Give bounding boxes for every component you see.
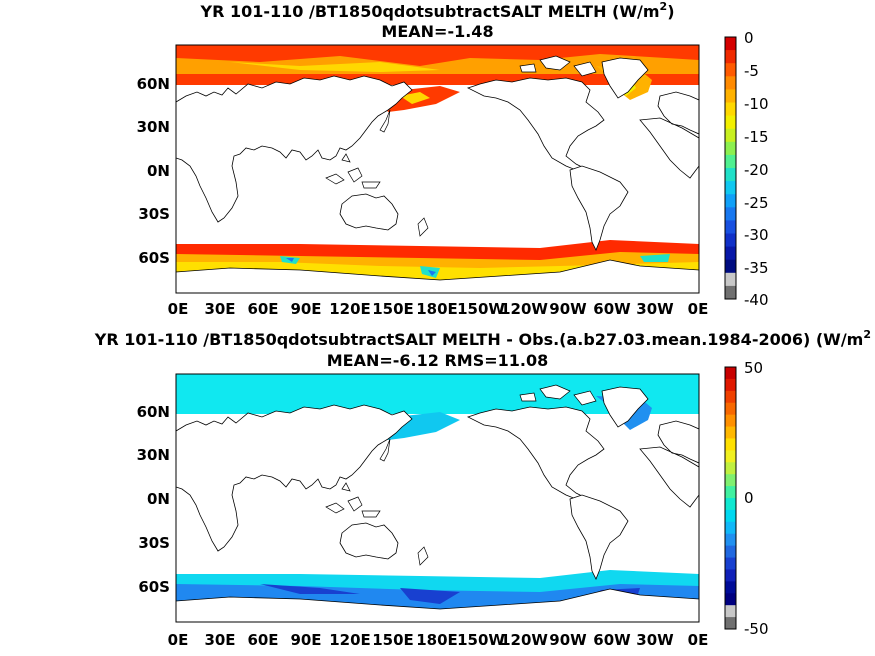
bottom-map [176, 374, 699, 622]
colorbar-swatch [725, 521, 736, 535]
colorbar-swatch [725, 233, 736, 248]
colorbar-swatch [725, 545, 736, 559]
colorbar-swatch [725, 367, 736, 380]
colorbar-swatch [725, 581, 736, 594]
colorbar-label: 0 [744, 489, 754, 507]
colorbar-swatch [725, 414, 736, 428]
colorbar-swatch [725, 605, 736, 618]
colorbar-swatch [725, 569, 736, 582]
colorbar-swatch [725, 498, 736, 511]
lon-label: 0E [167, 300, 189, 318]
colorbar-swatch [725, 50, 736, 64]
colorbar-swatch [725, 141, 736, 156]
top-subtitle: MEAN=-1.48 [381, 22, 494, 41]
colorbar-swatch [725, 533, 736, 547]
lon-label: 60W [593, 631, 631, 649]
colorbar-label: -50 [744, 620, 769, 638]
colorbar-swatch [725, 154, 736, 169]
lon-label: 90E [290, 631, 322, 649]
lat-label: 30N [136, 446, 170, 464]
bottom-title: YR 101-110 /BT1850qdotsubtractSALT MELTH… [94, 328, 871, 349]
colorbar-swatch [725, 37, 736, 51]
lat-label: 60S [138, 578, 170, 596]
colorbar-label: -10 [744, 95, 769, 113]
bottom-subtitle: MEAN=-6.12 RMS=11.08 [326, 351, 549, 370]
colorbar-swatch [725, 89, 736, 103]
lon-label: 120W [500, 631, 548, 649]
lon-label: 90E [290, 300, 322, 318]
lat-label: 0N [147, 490, 170, 508]
colorbar-swatch [725, 426, 736, 439]
lat-label: 30S [138, 534, 170, 552]
lon-label: 120W [500, 300, 548, 318]
colorbar-swatch [725, 285, 736, 300]
colorbar-swatch [725, 115, 736, 130]
lon-label: 150W [457, 300, 505, 318]
colorbar-swatch [725, 63, 736, 77]
colorbar-swatch [725, 402, 736, 416]
lat-label: 60N [136, 403, 170, 421]
colorbar-swatch [725, 557, 736, 570]
colorbar-swatch [725, 220, 736, 234]
top-title: YR 101-110 /BT1850qdotsubtractSALT MELTH… [200, 0, 675, 21]
colorbar-swatch [725, 474, 736, 487]
colorbar-swatch [725, 246, 736, 261]
lat-label: 60S [138, 249, 170, 267]
colorbar-swatch [725, 259, 736, 274]
lon-label: 150E [372, 300, 414, 318]
colorbar-swatch [725, 378, 736, 392]
colorbar-label: 0 [744, 29, 754, 47]
lon-label: 90W [549, 300, 587, 318]
colorbar-label: 50 [744, 359, 764, 377]
top-map [176, 45, 699, 293]
bottom-colorbar [725, 367, 736, 630]
colorbar-swatch [725, 462, 736, 475]
colorbar-swatch [725, 76, 736, 90]
lon-label: 30E [204, 300, 236, 318]
colorbar-swatch [725, 272, 736, 287]
colorbar-swatch [725, 102, 736, 117]
lon-label: 120E [329, 631, 371, 649]
lon-label: 120E [329, 300, 371, 318]
colorbar-swatch [725, 438, 736, 451]
lon-label: 90W [549, 631, 587, 649]
lon-label: 150W [457, 631, 505, 649]
lat-label: 0N [147, 162, 170, 180]
colorbar-label: -5 [744, 62, 759, 80]
lon-label: 0E [687, 631, 709, 649]
lon-label: 30W [636, 631, 674, 649]
lat-label: 60N [136, 75, 170, 93]
colorbar-swatch [725, 181, 736, 195]
colorbar-swatch [725, 509, 736, 523]
colorbar-swatch [725, 207, 736, 221]
lat-label: 30N [136, 118, 170, 136]
lon-label: 60E [247, 631, 279, 649]
lon-label: 30W [636, 300, 674, 318]
colorbar-swatch [725, 168, 736, 182]
colorbar-swatch [725, 390, 736, 404]
colorbar-label: -35 [744, 259, 769, 277]
colorbar-swatch [725, 128, 736, 143]
colorbar-swatch [725, 617, 736, 630]
colorbar-swatch [725, 486, 736, 499]
lon-label: 60W [593, 300, 631, 318]
colorbar-swatch [725, 593, 736, 606]
top-colorbar [725, 37, 736, 300]
colorbar-label: -30 [744, 226, 769, 244]
lon-label: 30E [204, 631, 236, 649]
colorbar-swatch [725, 194, 736, 208]
lon-label: 180E [416, 631, 458, 649]
lon-label: 0E [167, 631, 189, 649]
lon-label: 0E [687, 300, 709, 318]
colorbar-label: -15 [744, 128, 769, 146]
lon-label: 150E [372, 631, 414, 649]
lat-label: 30S [138, 205, 170, 223]
colorbar-swatch [725, 450, 736, 463]
colorbar-label: -40 [744, 291, 769, 309]
lon-label: 180E [416, 300, 458, 318]
colorbar-label: -25 [744, 194, 769, 212]
lon-label: 60E [247, 300, 279, 318]
colorbar-label: -20 [744, 161, 769, 179]
